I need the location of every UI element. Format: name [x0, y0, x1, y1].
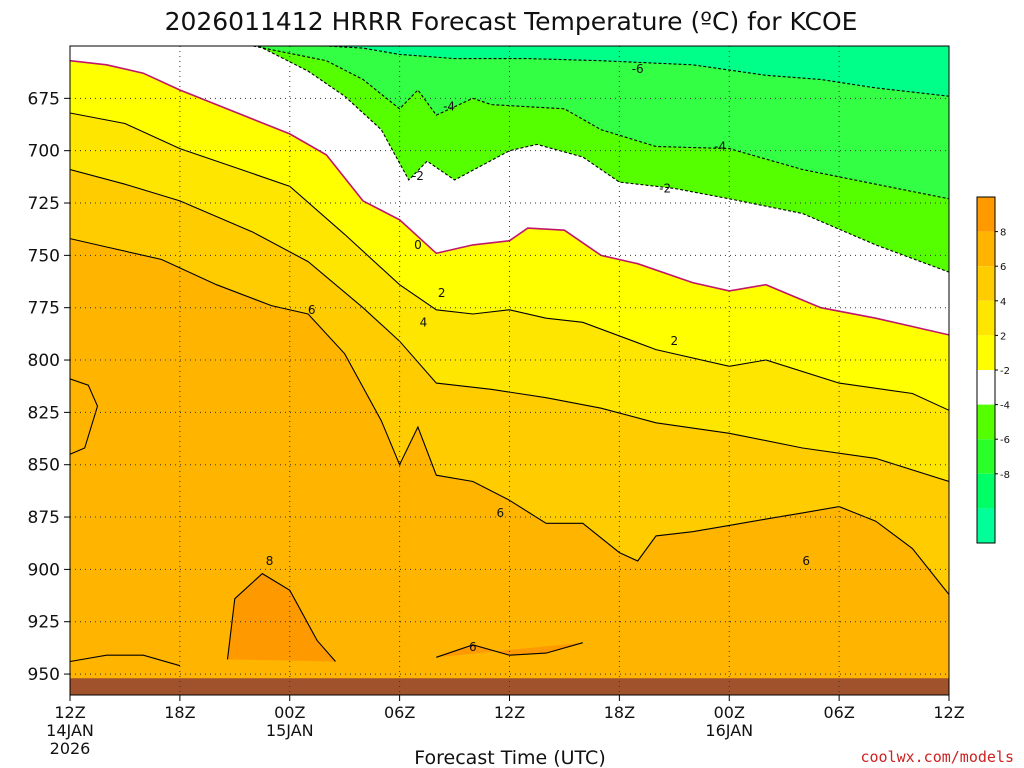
- y-tick-label: 800: [28, 351, 60, 371]
- x-tick-label: 12Z: [933, 703, 964, 722]
- contour-label: 0: [414, 238, 422, 252]
- x-tick-label: 00Z: [274, 703, 305, 722]
- colorbar-bin: [977, 404, 995, 440]
- fill-below-minus6: [229, 46, 949, 97]
- temperature-fills: [70, 46, 949, 695]
- y-axis-pressure: 675 700 725 750 775 800 825 850 875 900 925 950: [28, 89, 70, 685]
- x-tick-date: 16JAN: [705, 721, 753, 740]
- x-tick-label: 12Z: [54, 703, 85, 722]
- colorbar-bin: [977, 231, 995, 267]
- x-tick-date: 14JAN: [46, 721, 94, 740]
- isotherm-8: [226, 572, 336, 662]
- colorbar-bin: [977, 300, 995, 336]
- colorbar-label: -8: [1000, 470, 1010, 481]
- colorbar-bin: [977, 473, 995, 509]
- contour-labels: -6 -4 -4 -2 -2 0 2 4 6 2 6 8 6 6: [266, 62, 810, 654]
- fill-above-8-edge: [436, 642, 583, 658]
- colorbar-label: -4: [1000, 401, 1010, 412]
- colorbar-bin: [977, 266, 995, 301]
- isotherm-contours: [70, 46, 949, 667]
- contour-label: 2: [670, 334, 678, 348]
- contour-label: 6: [802, 554, 810, 568]
- isotherm-4: [70, 168, 949, 483]
- x-tick-label: 00Z: [714, 703, 745, 722]
- fill-minus6-to-minus4: [253, 46, 949, 199]
- colorbar-bin: [977, 508, 995, 543]
- x-tick-label: 06Z: [384, 703, 415, 722]
- colorbar-bin: [977, 370, 995, 405]
- isotherm-minus6: [229, 46, 949, 97]
- contour-label: 6: [308, 303, 316, 317]
- colorbar-label: 6: [1000, 262, 1006, 273]
- isotherm-6: [70, 654, 181, 667]
- x-tick-label: 12Z: [494, 703, 525, 722]
- isotherm-2: [70, 112, 949, 411]
- colorbar-bin: [977, 439, 995, 474]
- fill-above-8-pocket: [227, 573, 336, 662]
- grid-lines: [70, 46, 949, 695]
- y-tick-label: 950: [28, 665, 60, 685]
- isotherm-6: [70, 238, 949, 595]
- contour-label: -6: [632, 62, 644, 76]
- y-tick-label: 900: [28, 560, 60, 580]
- colorbar-label: 8: [1000, 228, 1006, 239]
- colorbar-bin: [977, 335, 995, 370]
- y-tick-label: 675: [28, 89, 60, 109]
- y-tick-label: 700: [28, 142, 60, 162]
- isotherm-0: [70, 59, 949, 336]
- contour-label: 2: [438, 286, 446, 300]
- colorbar-label: 4: [1000, 297, 1006, 308]
- plot-area: -6 -4 -4 -2 -2 0 2 4 6 2 6 8 6 6: [70, 46, 949, 695]
- colorbar-bin: [977, 197, 995, 232]
- isotherm-6: [436, 642, 583, 658]
- x-tick-label: 06Z: [823, 703, 854, 722]
- colorbar-label: -6: [1000, 435, 1010, 446]
- colorbar-label: -2: [1000, 366, 1010, 377]
- colorbar-label: 2: [1000, 331, 1006, 342]
- credit-text: coolwx.com/models: [860, 748, 1014, 766]
- y-tick-label: 875: [28, 508, 60, 528]
- y-tick-label: 825: [28, 403, 60, 423]
- contour-label: 6: [469, 640, 477, 654]
- y-tick-label: 850: [28, 456, 60, 476]
- contour-label: 8: [266, 554, 274, 568]
- x-tick-date: 15JAN: [266, 721, 314, 740]
- contour-label: 4: [420, 315, 428, 329]
- contour-label: -2: [412, 169, 424, 183]
- contour-label: -4: [714, 139, 726, 153]
- contour-label: -4: [443, 100, 455, 114]
- y-tick-label: 750: [28, 246, 60, 266]
- x-tick-year: 2026: [50, 739, 91, 758]
- x-tick-label: 18Z: [604, 703, 635, 722]
- contour-label: 6: [497, 506, 505, 520]
- y-tick-label: 775: [28, 299, 60, 319]
- isotherm-8: [70, 378, 99, 455]
- contour-label: -2: [659, 181, 671, 195]
- isotherm-minus4: [252, 46, 949, 200]
- x-tick-label: 18Z: [164, 703, 195, 722]
- isotherm-minus2: [258, 46, 949, 273]
- chart-title: 2026011412 HRRR Forecast Temperature (ºC…: [165, 7, 858, 36]
- y-tick-label: 925: [28, 613, 60, 633]
- x-axis-title: Forecast Time (UTC): [414, 747, 605, 768]
- colorbar-legend: 8 6 4 2 -2 -4 -6 -8: [976, 196, 1010, 544]
- y-tick-label: 725: [28, 194, 60, 214]
